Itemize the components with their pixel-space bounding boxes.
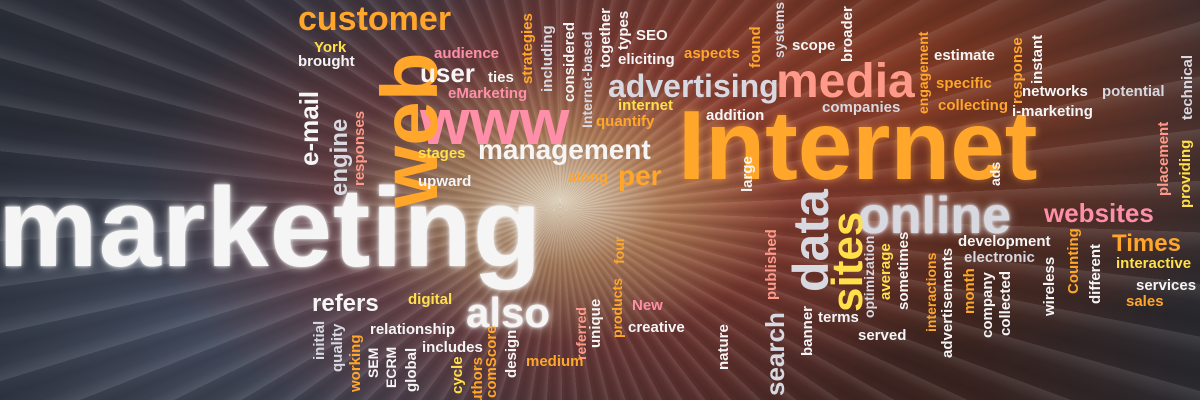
word-medium: medium <box>526 353 584 370</box>
word-nature: nature <box>715 324 732 370</box>
word-responses: responses <box>351 110 368 186</box>
word-ties: ties <box>488 69 514 86</box>
word-collected: collected <box>997 270 1014 336</box>
word-addition: addition <box>706 107 765 124</box>
word-estimate: estimate <box>934 47 995 64</box>
word-www: www <box>420 86 570 158</box>
word-internet: Internet <box>678 90 1038 200</box>
word-collecting: collecting <box>938 97 1009 114</box>
word-specific: specific <box>936 75 992 92</box>
word-customer: customer <box>298 0 452 38</box>
word-working: working <box>347 334 364 392</box>
word-services: services <box>1136 277 1197 294</box>
word-email: e-mail <box>294 90 324 166</box>
word-quantify: quantify <box>596 113 655 130</box>
word-companies: companies <box>822 99 901 116</box>
word-sales: sales <box>1126 293 1164 310</box>
word-technical: technical <box>1179 54 1196 120</box>
word-i-marketing: i-marketing <box>1012 103 1093 120</box>
word-ecrm: ECRM <box>383 346 399 388</box>
word-served: served <box>858 327 907 344</box>
word-together: together <box>597 8 614 68</box>
word-upward: upward <box>418 173 472 190</box>
word-published: published <box>763 229 780 300</box>
word-wireless: wireless <box>1041 256 1058 316</box>
word-engagement: engagement <box>915 31 931 114</box>
word-also: also <box>466 289 551 336</box>
word-seo: SEO <box>636 27 668 44</box>
word-times: Times <box>1112 230 1181 257</box>
word-media: media <box>776 55 915 108</box>
word-electronic: electronic <box>964 249 1035 266</box>
word-four: four <box>611 236 627 264</box>
word-including: including <box>539 25 556 92</box>
word-online: online <box>858 187 1012 245</box>
word-providing: providing <box>1177 139 1194 208</box>
word-cycle: cycle <box>449 356 466 394</box>
word-new: New <box>632 297 663 314</box>
word-sometimes: sometimes <box>895 231 912 310</box>
word-internet-small: internet <box>618 97 674 114</box>
word-instant: instant <box>1029 34 1046 84</box>
word-along: along <box>568 169 608 186</box>
word-relationship: relationship <box>370 321 456 338</box>
word-interactions: interactions <box>923 252 939 332</box>
word-internet-based: Internet-based <box>579 31 595 128</box>
word-refers: refers <box>312 290 379 317</box>
word-large: large <box>739 156 756 192</box>
word-aspects: aspects <box>684 45 740 62</box>
word-stages: stages <box>418 145 466 162</box>
word-types: types <box>615 10 632 50</box>
word-design: design <box>503 329 520 378</box>
word-initial: initial <box>311 320 328 360</box>
word-considered: considered <box>561 21 578 102</box>
word-strategies: strategies <box>519 13 536 84</box>
word-placement: placement <box>1155 121 1172 196</box>
word-digital: digital <box>408 291 453 308</box>
word-eliciting: eliciting <box>618 51 675 68</box>
word-engine: engine <box>326 118 353 196</box>
word-scope: scope <box>792 37 836 54</box>
word-interactive: interactive <box>1116 255 1192 272</box>
word-quality: quality <box>329 323 346 372</box>
word-banner: banner <box>799 305 816 356</box>
word-advertisements: advertisements <box>939 247 956 358</box>
word-systems: systems <box>771 1 787 58</box>
word-marketing: marketing <box>0 165 543 290</box>
word-creative: creative <box>628 319 685 336</box>
word-advertising: advertising <box>608 68 779 104</box>
word-user: user <box>420 58 475 88</box>
word-found: found <box>747 26 764 68</box>
word-broader: broader <box>839 6 856 62</box>
word-websites: websites <box>1044 198 1154 228</box>
word-emarketing: eMarketing <box>448 85 528 102</box>
word-comscore: comScore <box>483 325 500 398</box>
word-products: products <box>609 278 625 338</box>
word-month: month <box>961 268 978 314</box>
word-management: management <box>478 134 651 165</box>
word-terms: terms <box>818 309 859 326</box>
word-potential: potential <box>1102 83 1165 100</box>
word-includes: includes <box>422 339 483 356</box>
word-brought: brought <box>298 53 355 70</box>
word-audience: audience <box>434 45 500 62</box>
word-hits: hits <box>515 243 531 268</box>
word-global: global <box>403 347 420 392</box>
word-counting: Counting <box>1065 228 1082 294</box>
word-authors: authors <box>469 356 486 400</box>
word-sem: SEM <box>365 347 381 378</box>
word-different: different <box>1087 244 1104 304</box>
word-york: York <box>314 39 347 56</box>
word-ads: ads <box>987 161 1003 186</box>
word-search: search <box>760 312 790 396</box>
word-per: per <box>618 160 662 191</box>
word-average: average <box>877 243 894 300</box>
word-company: company <box>979 272 996 338</box>
word-development: development <box>958 233 1051 250</box>
word-optimization: optimization <box>861 235 877 318</box>
word-unique: unique <box>587 298 604 348</box>
word-networks: networks <box>1022 83 1088 100</box>
